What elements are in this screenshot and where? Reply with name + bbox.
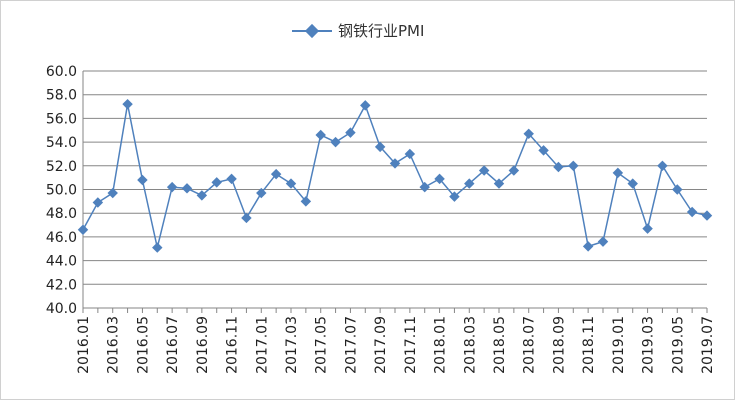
y-tick-label: 56.0 — [46, 111, 77, 127]
x-tick-label: 2016.03 — [106, 316, 122, 374]
gridlines — [83, 70, 707, 285]
series-pmi — [77, 98, 713, 253]
x-tick-label: 2016.07 — [165, 316, 181, 374]
y-tick-label: 50.0 — [46, 183, 77, 199]
data-point — [597, 236, 609, 247]
x-tick-label: 2017.09 — [373, 316, 389, 374]
y-tick-label: 46.0 — [46, 230, 77, 246]
x-tick-label: 2016.05 — [135, 316, 151, 374]
x-tick-label: 2016.01 — [76, 316, 92, 374]
legend: 钢铁行业PMI — [292, 22, 424, 40]
x-tick-label: 2018.11 — [581, 316, 597, 374]
data-point — [642, 223, 653, 234]
data-point — [285, 178, 297, 189]
data-point — [241, 212, 252, 224]
data-point — [330, 136, 341, 148]
legend-marker — [304, 23, 320, 39]
data-point — [657, 160, 668, 172]
data-point — [568, 160, 579, 172]
data-point — [389, 158, 401, 169]
data-point — [122, 98, 133, 110]
data-point — [464, 178, 475, 189]
x-tick-label: 2017.07 — [343, 316, 359, 374]
data-point — [449, 191, 460, 202]
x-tick-label: 2018.01 — [433, 316, 449, 374]
data-point — [181, 183, 193, 194]
data-point — [493, 178, 505, 189]
y-tick-label: 54.0 — [46, 135, 77, 151]
data-point — [137, 174, 148, 186]
legend-label: 钢铁行业PMI — [338, 22, 424, 40]
data-point — [315, 129, 326, 141]
x-tick-label: 2019.03 — [641, 316, 657, 374]
x-tick-label: 2017.11 — [403, 316, 419, 374]
x-tick-label: 2016.09 — [195, 316, 211, 374]
x-tick-label: 2019.05 — [670, 316, 686, 374]
x-axis: 2016.01 2016.03 2016.05 2016.07 2016.09 2016.… — [76, 307, 716, 374]
data-point — [582, 241, 594, 252]
y-tick-label: 58.0 — [46, 88, 77, 104]
x-tick-label: 2018.05 — [492, 316, 508, 374]
y-tick-label: 40.0 — [46, 301, 77, 317]
data-point — [404, 148, 416, 160]
x-tick-label: 2017.01 — [254, 316, 270, 374]
x-tick-label: 2016.11 — [225, 316, 241, 374]
data-point — [627, 178, 638, 189]
x-tick-label: 2017.03 — [284, 316, 300, 374]
x-tick-label: 2017.05 — [314, 316, 330, 374]
y-tick-label: 42.0 — [46, 277, 77, 293]
y-axis: 40.0 42.0 44.0 46.0 48.0 50.0 52.0 54.0 56.0 58.0… — [46, 64, 84, 317]
data-point — [374, 141, 386, 153]
y-tick-label: 52.0 — [46, 159, 77, 175]
data-point — [152, 242, 163, 253]
y-tick-label: 60.0 — [46, 64, 77, 80]
data-point — [612, 167, 624, 179]
x-tick-label: 2019.07 — [700, 316, 716, 374]
x-tick-label: 2018.07 — [522, 316, 538, 374]
data-point — [270, 168, 282, 180]
data-point — [226, 173, 237, 185]
data-point — [419, 181, 430, 193]
data-point — [166, 181, 178, 193]
data-point — [92, 197, 104, 208]
data-point — [77, 224, 89, 236]
data-point — [686, 206, 698, 218]
y-tick-label: 48.0 — [46, 206, 77, 222]
data-point — [672, 184, 683, 195]
series-line — [82, 103, 708, 248]
x-tick-label: 2019.01 — [611, 316, 627, 374]
data-point — [345, 127, 356, 138]
data-point — [701, 210, 713, 221]
data-point — [478, 165, 490, 176]
data-point — [360, 100, 371, 111]
y-tick-label: 44.0 — [46, 254, 77, 270]
x-tick-label: 2018.09 — [551, 316, 567, 374]
x-tick-label: 2018.03 — [462, 316, 478, 374]
data-point — [256, 187, 267, 199]
